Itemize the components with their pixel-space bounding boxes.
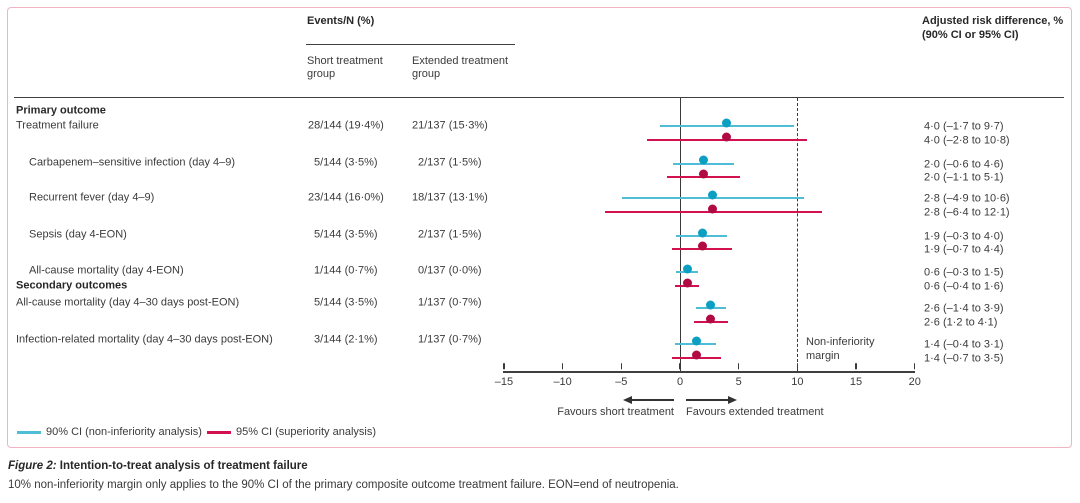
events-short-value: 3/144 (2·1%) xyxy=(314,333,378,346)
risk-90ci-text: 2·0 (–0·6 to 4·6) xyxy=(924,158,1004,170)
ci90-marker xyxy=(708,190,718,199)
risk-95ci-text: 2·0 (–1·1 to 5·1) xyxy=(924,171,1004,184)
axis-tick xyxy=(855,363,857,369)
risk-90ci-text: 4·0 (–1·7 to 9·7) xyxy=(924,120,1004,133)
ci95-marker xyxy=(697,241,707,250)
events-column-header: Events/N (%) xyxy=(307,15,375,27)
events-short-value: 23/144 (16·0%) xyxy=(308,191,384,204)
x-axis-line xyxy=(503,371,915,373)
events-column-underline xyxy=(306,44,515,46)
legend-90ci-swatch xyxy=(17,431,41,434)
events-short-value: 1/144 (0·7%) xyxy=(314,264,378,277)
header-divider-rule xyxy=(14,97,1064,99)
events-extended-value: 0/137 (0·0%) xyxy=(418,264,482,277)
events-extended-value: 1/137 (0·7%) xyxy=(418,296,482,309)
extended-group-column-header: Extended treatment group xyxy=(412,55,509,80)
row-label: Sepsis (day 4-EON) xyxy=(29,228,127,241)
axis-tick xyxy=(562,363,564,369)
ci90-marker xyxy=(698,155,708,165)
events-extended-value: 21/137 (15·3%) xyxy=(412,119,488,132)
risk-95ci-text: 2·8 (–6·4 to 12·1) xyxy=(924,206,1010,219)
noninferiority-margin-dashed-line xyxy=(797,98,798,372)
legend-95ci-swatch xyxy=(207,431,231,434)
axis-tick-label: –15 xyxy=(494,376,514,388)
axis-tick-label: –10 xyxy=(553,376,572,388)
favours-short-label: Favours short treatment xyxy=(557,406,674,418)
risk-95ci-text: 4·0 (–2·8 to 10·8) xyxy=(924,134,1010,147)
events-short-value: 5/144 (3·5%) xyxy=(314,228,378,241)
row-label: All-cause mortality (day 4-EON) xyxy=(29,264,184,277)
axis-tick xyxy=(796,363,798,369)
events-short-value: 5/144 (3·5%) xyxy=(314,296,378,309)
events-extended-value: 18/137 (13·1%) xyxy=(412,191,488,204)
figure-caption-note: 10% non-inferiority margin only applies … xyxy=(8,479,679,491)
risk-95ci-text: 1·4 (–0·7 to 3·5) xyxy=(924,352,1004,365)
ci95-marker xyxy=(682,278,692,287)
row-label: Treatment failure xyxy=(16,119,99,132)
axis-tick xyxy=(914,363,916,369)
panel-border xyxy=(7,7,1072,448)
risk-difference-column-header-line2: (90% CI or 95% CI) xyxy=(922,29,1019,41)
figure-number-label: Figure 2: xyxy=(8,460,57,472)
favours-right-arrow-icon xyxy=(728,395,737,404)
legend-90ci-label: 90% CI (non-inferiority analysis) xyxy=(46,426,202,438)
section-label: Secondary outcomes xyxy=(16,279,128,292)
axis-tick-label: 15 xyxy=(849,376,863,388)
events-short-value: 28/144 (19·4%) xyxy=(308,119,384,132)
axis-tick xyxy=(679,363,681,369)
axis-tick-label: 20 xyxy=(908,376,921,388)
ci95-marker xyxy=(706,314,716,323)
short-group-column-header: Short treatment group xyxy=(307,55,383,80)
noninferiority-margin-label: Non-inferiority margin xyxy=(806,336,875,362)
axis-tick xyxy=(620,363,622,369)
legend-95ci-label: 95% CI (superiority analysis) xyxy=(236,426,376,438)
ci90-marker xyxy=(682,264,692,273)
risk-95ci-text: 1·9 (–0·7 to 4·4) xyxy=(924,243,1004,256)
axis-tick xyxy=(503,363,505,369)
favours-left-arrow-icon xyxy=(623,395,632,404)
ci95-marker xyxy=(698,169,708,178)
row-label: All-cause mortality (day 4–30 days post-… xyxy=(16,296,240,309)
axis-tick-label: 5 xyxy=(735,376,742,388)
ci90-marker xyxy=(697,228,707,237)
risk-90ci-text: 1·9 (–0·3 to 4·0) xyxy=(924,230,1004,243)
axis-tick xyxy=(738,363,740,369)
risk-90ci-text: 2·6 (–1·4 to 3·9) xyxy=(924,302,1004,315)
risk-90ci-text: 0·6 (–0·3 to 1·5) xyxy=(924,266,1004,279)
axis-tick-label: –5 xyxy=(615,376,628,388)
ci90-marker xyxy=(722,118,732,127)
ci90-marker xyxy=(691,336,701,345)
axis-tick-label: 10 xyxy=(791,376,804,388)
row-label: Carbapenem–sensitive infection (day 4–9) xyxy=(29,156,236,169)
axis-tick-label: 0 xyxy=(676,376,684,388)
events-short-value: 5/144 (3·5%) xyxy=(314,156,378,169)
row-label: Infection-related mortality (day 4–30 da… xyxy=(16,333,273,346)
events-extended-value: 2/137 (1·5%) xyxy=(418,156,482,169)
risk-90ci-text: 1·4 (–0·4 to 3·1) xyxy=(924,338,1004,351)
risk-difference-column-header-line1: Adjusted risk difference, % xyxy=(922,15,1064,27)
events-extended-value: 2/137 (1·5%) xyxy=(418,228,482,241)
favours-left-arrow-line xyxy=(632,399,674,401)
favours-extended-label: Favours extended treatment xyxy=(686,406,824,418)
events-extended-value: 1/137 (0·7%) xyxy=(418,333,482,346)
row-label: Recurrent fever (day 4–9) xyxy=(29,191,155,204)
figure-title-text: Intention-to-treat analysis of treatment… xyxy=(56,460,308,472)
ci95-marker xyxy=(722,132,732,141)
ci95-marker xyxy=(708,204,718,213)
section-label: Primary outcome xyxy=(16,104,106,117)
risk-95ci-text: 0·6 (–0·4 to 1·6) xyxy=(924,280,1004,293)
risk-95ci-text: 2·6 (1·2 to 4·1) xyxy=(924,316,998,329)
ci90-marker xyxy=(706,300,716,309)
ci95-marker xyxy=(691,350,701,359)
figure-caption-title: Figure 2: Intention-to-treat analysis of… xyxy=(8,460,308,472)
risk-90ci-text: 2·8 (–4·9 to 10·6) xyxy=(924,192,1010,205)
favours-right-arrow-line xyxy=(686,399,728,401)
